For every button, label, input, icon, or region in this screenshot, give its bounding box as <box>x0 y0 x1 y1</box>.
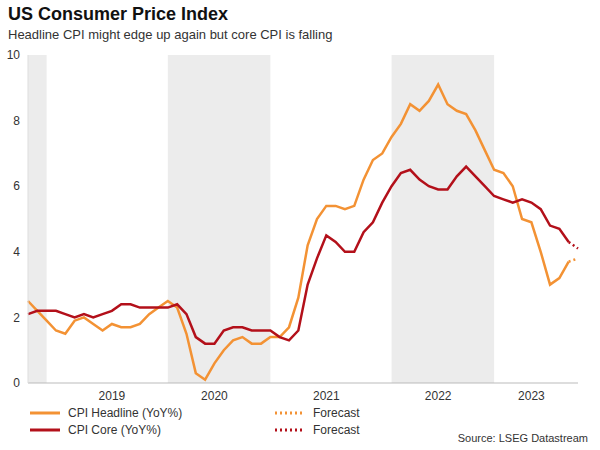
svg-text:2022: 2022 <box>425 389 452 403</box>
html-text:US Consumer Price Index: US Consumer Price Index <box>8 4 229 24</box>
html-text:Source: LSEG Datastream: Source: LSEG Datastream <box>457 432 588 444</box>
html-text:Forecast: Forecast <box>313 405 360 420</box>
svg-text:2021: 2021 <box>313 389 340 403</box>
svg-text:6: 6 <box>13 179 20 193</box>
svg-text:2: 2 <box>13 311 20 325</box>
svg-text:8: 8 <box>13 114 20 128</box>
html-text:CPI Core (YoY%): CPI Core (YoY%) <box>68 422 161 437</box>
svg-text:2020: 2020 <box>201 389 228 403</box>
svg-text:2023: 2023 <box>518 389 545 403</box>
html-text:Forecast: Forecast <box>313 422 360 437</box>
svg-text:10: 10 <box>8 48 20 62</box>
html-text:Headline CPI might edge up aga: Headline CPI might edge up again but cor… <box>8 27 333 42</box>
svg-text:0: 0 <box>13 376 20 390</box>
html-text:CPI Headline (YoY%): CPI Headline (YoY%) <box>68 405 183 420</box>
svg-text:4: 4 <box>13 245 20 259</box>
svg-text:2019: 2019 <box>99 389 126 403</box>
